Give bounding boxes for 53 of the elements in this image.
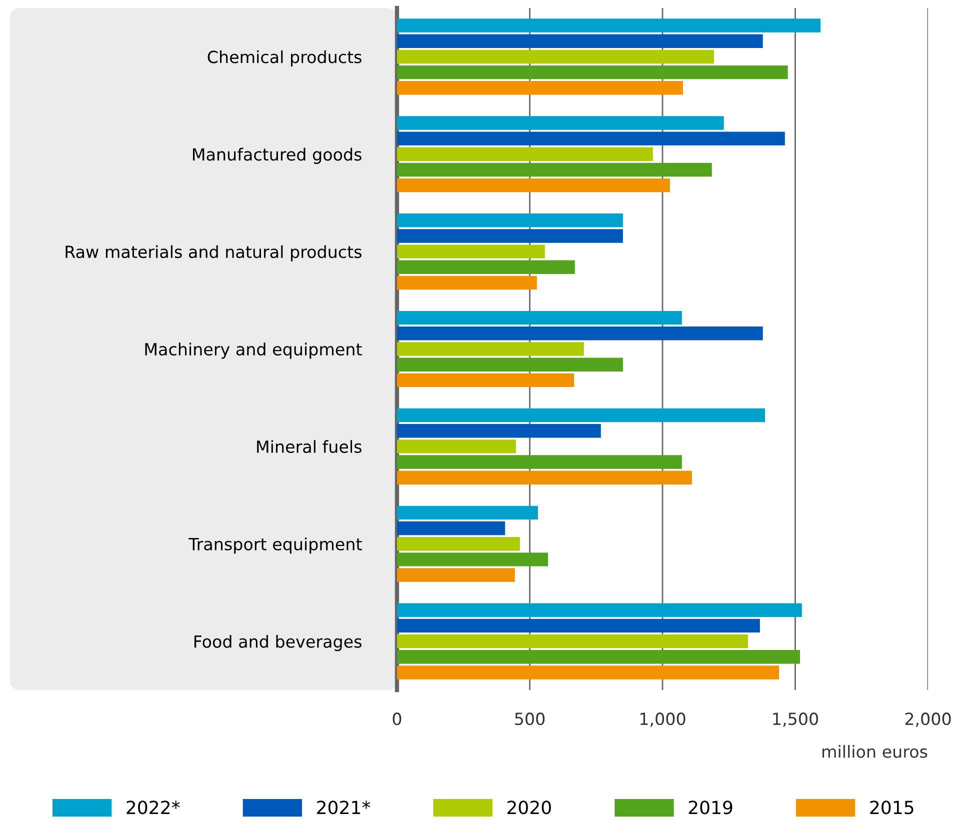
- bar: [397, 50, 714, 64]
- y-tick-label: Transport equipment: [188, 538, 362, 554]
- bar: [397, 358, 623, 372]
- bar: [397, 455, 682, 469]
- y-tick-label: Machinery and equipment: [145, 342, 362, 359]
- bar: [397, 634, 748, 648]
- bar: [397, 650, 800, 664]
- bar: [397, 18, 820, 32]
- bar: [397, 260, 575, 274]
- bar: [397, 568, 515, 582]
- bar: [397, 162, 712, 177]
- bar: [397, 373, 574, 388]
- bar: [397, 342, 584, 356]
- y-tick-label: Mineral fuels: [257, 440, 362, 453]
- bar: [397, 229, 623, 243]
- bar: [397, 440, 516, 454]
- bar: [397, 603, 802, 617]
- bar: [397, 618, 760, 633]
- y-tick-label: Food and beverages: [194, 634, 362, 652]
- x-tick-label: 2,000: [905, 712, 951, 727]
- x-tick-label: 0: [392, 712, 402, 726]
- bar: [397, 81, 683, 95]
- bar: [397, 537, 520, 551]
- bar: [397, 276, 537, 290]
- y-tick-label: Chemical products: [208, 50, 362, 67]
- x-tick-label: 1,000: [640, 712, 686, 727]
- bar: [397, 214, 623, 228]
- legend-label: 2019: [688, 800, 732, 814]
- legend-label: 2015: [870, 800, 914, 814]
- bar: [397, 552, 548, 566]
- bar: [397, 310, 682, 325]
- legend-label: 2020: [507, 800, 551, 814]
- bar: [397, 116, 724, 130]
- bar: [397, 34, 763, 48]
- bar: [397, 178, 670, 192]
- bar: [397, 506, 538, 520]
- y-tick-label: Raw materials and natural products: [66, 245, 362, 262]
- bar: [397, 521, 506, 536]
- x-tick-label: 500: [515, 712, 545, 726]
- bar: [397, 147, 653, 161]
- bar: [397, 65, 788, 80]
- y-tick-label: Manufactured goods: [193, 148, 362, 164]
- bar: [397, 408, 765, 422]
- bar: [397, 666, 780, 680]
- x-tick-label: 1,500: [773, 712, 818, 727]
- x-axis-title: million euros: [822, 745, 928, 758]
- bar: [397, 470, 692, 484]
- bar: [397, 132, 785, 146]
- bar: [397, 326, 763, 340]
- legend-label: 2021*: [317, 800, 370, 814]
- bar: [397, 424, 601, 438]
- bar: [397, 244, 545, 258]
- legend-label: 2022*: [126, 800, 180, 814]
